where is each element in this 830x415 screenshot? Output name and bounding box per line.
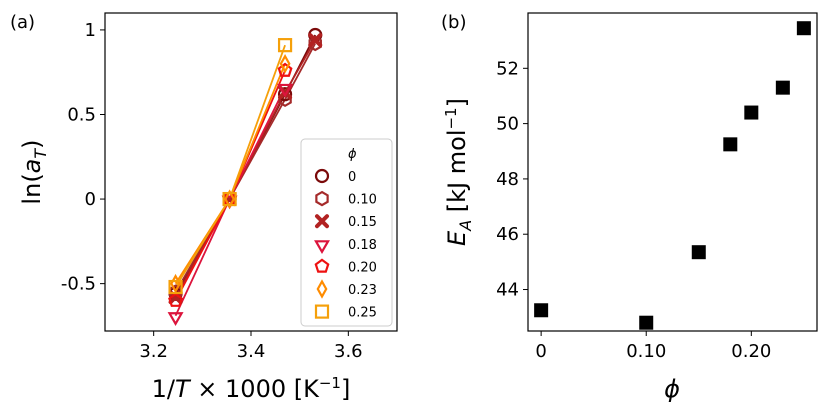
legend-marker-0.10	[315, 190, 329, 207]
x-tick-label: 0	[535, 341, 546, 362]
legend-marker-0	[314, 168, 330, 184]
data-point-0.23	[224, 189, 236, 209]
x-tick-label: 3.6	[334, 341, 363, 362]
legend-label: 0	[348, 170, 356, 185]
x-tick-label: 0.20	[731, 341, 771, 362]
legend-label: 0.18	[348, 238, 377, 253]
legend-label: 0.23	[348, 283, 377, 298]
panel-a-label: (a)	[10, 12, 35, 33]
y-tick-label: 46	[496, 224, 519, 245]
panel-b-frame	[527, 12, 818, 332]
x-tick-label: 3.2	[139, 341, 168, 362]
y-tick-label: 0	[85, 189, 96, 210]
data-point	[796, 21, 811, 36]
panel-b-ticks: 0 0.10 0.20 44 46 48 50 52	[496, 58, 771, 362]
y-tick-label: 44	[496, 280, 519, 301]
panel-b-xlabel: ϕ	[664, 375, 680, 403]
y-tick-label: 50	[496, 114, 519, 135]
x-tick-label: 0.10	[626, 341, 666, 362]
y-tick-label: 0.5	[67, 104, 96, 125]
y-tick-label: 1	[85, 20, 96, 41]
data-point-0.23	[279, 53, 291, 74]
data-point	[723, 137, 738, 152]
panel-b-ylabel: EA [kJ mol−1]	[442, 98, 475, 246]
series-line-0.23	[174, 63, 286, 285]
y-tick-label: 52	[496, 58, 519, 79]
data-point-0.15	[308, 33, 323, 48]
data-point	[775, 80, 790, 95]
panel-a-frame	[104, 12, 398, 332]
legend-label: 0.20	[348, 260, 377, 275]
data-point	[691, 245, 706, 260]
legend-marker-0.15	[315, 214, 329, 229]
panel-a-markers	[167, 27, 323, 326]
legend-marker-0.20	[314, 258, 330, 273]
panel-a-legend: ϕ 0 0.10 0.15 0.18 0.20 0.23 0.25	[300, 138, 393, 327]
data-point-0.20	[277, 62, 293, 77]
panel-b-points	[534, 21, 811, 330]
x-tick-label: 3.4	[237, 341, 266, 362]
data-point-0.18	[277, 83, 294, 98]
data-point	[639, 315, 654, 330]
data-point-0.10	[308, 35, 322, 52]
legend-label: 0.10	[348, 193, 377, 208]
panel-b: (b) 0 0.10 0.20 44 46 48 50 52 EA [kJ mol−1] ϕ	[441, 12, 818, 403]
panel-a-ylabel: ln(aT)	[18, 139, 50, 204]
legend-marker-0.23	[316, 279, 328, 299]
legend-marker-0.18	[314, 240, 330, 255]
legend-label: 0.25	[348, 306, 377, 321]
data-point-0.18	[167, 312, 184, 326]
panel-a-xlabel: 1/T × 1000 [K−1]	[152, 374, 351, 403]
y-tick-label: 48	[496, 169, 519, 190]
panel-a: (a) 3.2 3.4 3.6 -0.5 0 0.5 1 ln(aT) 1/T × 1000…	[10, 12, 398, 403]
data-point-0.25	[222, 191, 237, 207]
series-line-0.25	[174, 44, 286, 288]
legend-marker-0.25	[314, 304, 330, 319]
data-point-0.25	[168, 279, 183, 295]
panel-b-label: (b)	[441, 12, 466, 33]
legend-label: 0.15	[348, 215, 377, 230]
data-point-0.20	[168, 292, 184, 307]
legend-box	[300, 138, 393, 327]
y-tick-label: -0.5	[61, 274, 96, 295]
data-point	[744, 105, 759, 120]
data-point-0.25	[277, 38, 293, 53]
data-point	[534, 303, 549, 318]
panel-a-lines	[174, 34, 317, 317]
series-line-0.10	[174, 43, 317, 293]
legend-items: 0 0.10 0.15 0.18 0.20 0.23 0.25	[314, 168, 377, 321]
data-point-0	[277, 87, 293, 102]
legend-title: ϕ	[348, 147, 357, 162]
panel-a-ticks: 3.2 3.4 3.6 -0.5 0 0.5 1	[61, 20, 363, 362]
